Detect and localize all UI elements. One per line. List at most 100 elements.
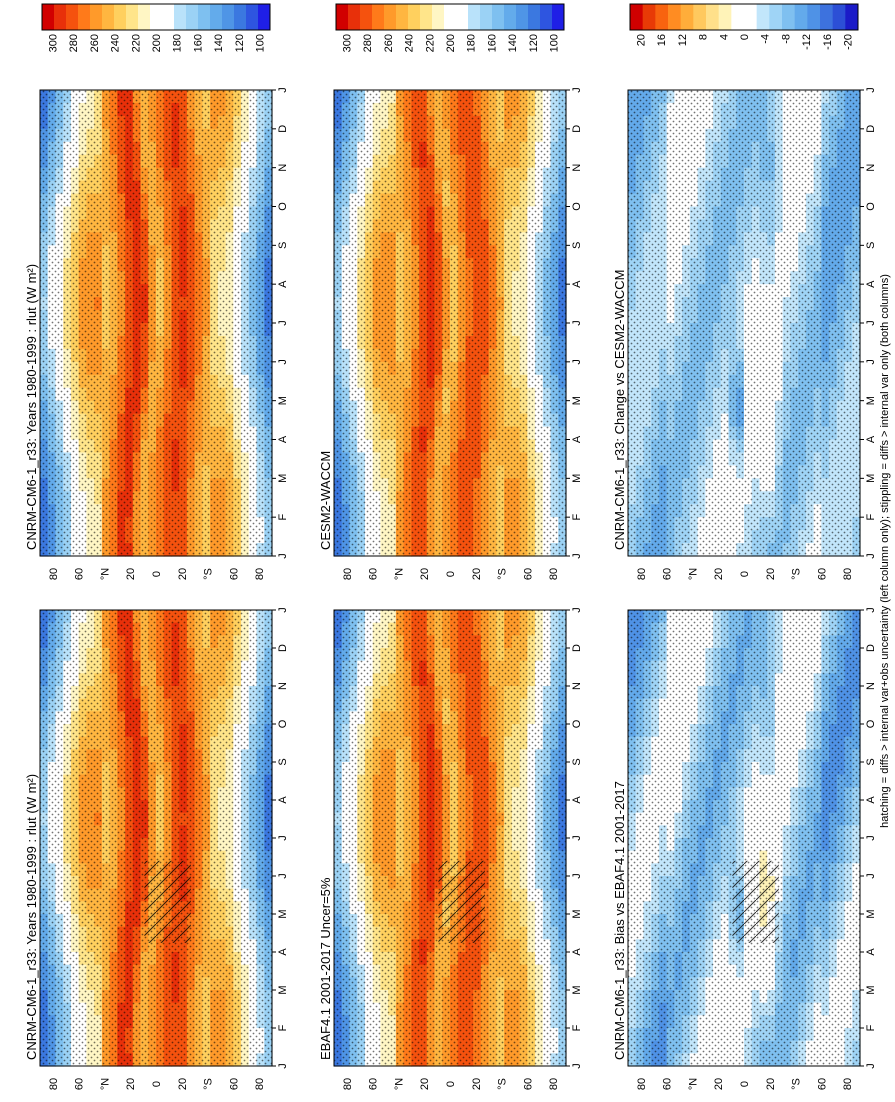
colorbar-swatch [66,4,79,30]
colorbar-tick-label: 300 [341,34,353,52]
stippling-overlay [334,90,566,556]
lat-tick-label: 60 [522,1078,534,1090]
lat-tick-label: 0 [445,571,457,577]
month-tick-label: N [571,164,583,172]
month-tick-label: M [571,474,583,483]
month-tick-label: J [277,320,289,326]
colorbar-tick-label: 180 [466,34,478,52]
panel-title: CNRM-CM6-1_r33: Years 1980-1999 : rlut (… [24,264,39,550]
month-tick-label: A [571,796,583,804]
colorbar-tick-label: 240 [404,34,416,52]
month-tick-label: S [277,242,289,249]
heatmap-plot [627,609,861,1067]
colorbar-swatch [540,4,553,30]
hatching-overlay [438,860,485,943]
month-tick-label: J [571,553,583,559]
colorbar-swatch [372,4,385,30]
lat-tick-label: °S [203,568,215,580]
month-tick-label: M [571,985,583,994]
lat-tick-label: 80 [548,568,560,580]
month-tick-label: N [571,682,583,690]
month-tick-label: A [571,948,583,956]
colorbar-tick-label: 240 [110,34,122,52]
colorbar-swatch [384,4,397,30]
lat-tick-label: 60 [522,568,534,580]
colorbar-swatch [210,4,223,30]
lat-tick-label: °N [393,1078,405,1090]
colorbar-tick-label: 100 [255,34,267,52]
month-tick-label: J [571,607,583,613]
colorbar: 300 280 260 240 220 200 180 160 140 120 100 [41,3,271,52]
stippling-overlay [334,610,566,1066]
panel-title: CESM2-WACCM [318,451,333,550]
lat-tick-label: °N [99,568,111,580]
month-tick-label: J [571,359,583,365]
month-tick-label: M [277,909,289,918]
month-tick-label: A [277,796,289,804]
colorbar-tick-label: 140 [213,34,225,52]
lat-tick-label: °S [203,1078,215,1090]
lat-tick-label: 20 [125,568,137,580]
colorbar-swatch [348,4,361,30]
month-tick-label: J [571,320,583,326]
colorbar-tick-label: 220 [130,34,142,52]
month-tick-label: O [571,719,583,728]
colorbar-swatch [396,4,409,30]
lat-tick-label: °N [99,1078,111,1090]
colorbar-swatch [552,4,565,30]
lat-tick-label: 80 [342,1078,354,1090]
month-tick-label: J [571,873,583,879]
month-tick-label: D [571,125,583,133]
month-tick-label: O [571,202,583,211]
month-tick-label: A [277,948,289,956]
colorbar-swatch [162,4,175,30]
month-tick-label: A [277,280,289,288]
month-tick-label: J [277,1063,289,1069]
month-tick-label: N [277,682,289,690]
month-tick-label: A [571,280,583,288]
colorbar-swatch [246,4,259,30]
month-tick-label: M [277,474,289,483]
colorbar-tick-label: 120 [234,34,246,52]
month-tick-label: O [277,202,289,211]
colorbar-tick-label: 300 [47,34,59,52]
lat-tick-label: 20 [125,1078,137,1090]
colorbar-swatch [432,4,445,30]
colorbar-swatch [456,4,469,30]
lat-tick-label: °S [497,1078,509,1090]
month-tick-label: J [571,1063,583,1069]
colorbar-swatch [516,4,529,30]
colorbar-frame [335,3,565,31]
month-tick-label: J [277,835,289,841]
colorbar-swatch [420,4,433,30]
lat-tick-label: 0 [151,571,163,577]
month-tick-label: S [571,758,583,765]
month-tick-label: D [277,125,289,133]
lat-tick-label: 20 [471,1078,483,1090]
colorbar-swatch [504,4,517,30]
colorbar-swatch [480,4,493,30]
colorbar-swatch [336,4,349,30]
colorbar-tick-label: 160 [486,34,498,52]
colorbar-swatch [198,4,211,30]
colorbar-tick-label: 120 [528,34,540,52]
colorbar-tick-label: 200 [445,34,457,52]
month-tick-label: J [277,873,289,879]
colorbar-swatch [186,4,199,30]
month-tick-label: J [277,87,289,93]
colorbar-swatch [174,4,187,30]
colorbar-swatch [444,4,457,30]
heatmap-plot [333,89,567,557]
lat-tick-label: 20 [177,1078,189,1090]
month-tick-label: J [277,607,289,613]
colorbar-swatch [138,4,151,30]
stippling-overlay [40,610,272,1066]
colorbar-swatch [468,4,481,30]
heatmap-plot [333,609,567,1067]
month-tick-label: J [571,87,583,93]
